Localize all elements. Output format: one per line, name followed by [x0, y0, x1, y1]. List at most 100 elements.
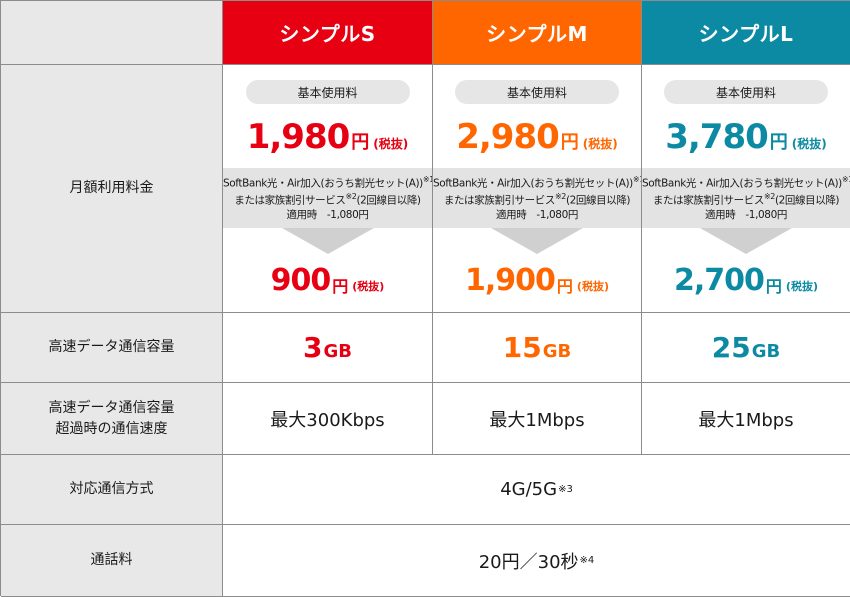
row-label-text: 高速データ通信容量 超過時の通信速度	[49, 398, 175, 439]
network-cell: 4G/5G ※3	[223, 455, 850, 525]
discount-text: SoftBank光・Air加入(おうち割光セット(A))	[433, 177, 633, 190]
base-price: 2,980 円 (税抜)	[433, 118, 641, 154]
price-yen: 円	[351, 132, 370, 154]
data-cell-l: 25 GB	[642, 313, 850, 383]
footnote-mark: ※1	[422, 175, 433, 184]
down-arrow-icon	[281, 228, 374, 254]
base-price: 1,980 円 (税抜)	[223, 118, 432, 154]
discount-line-1: SoftBank光・Air加入(おうち割光セット(A))※1	[433, 174, 641, 191]
price-value: 2,980	[456, 117, 560, 157]
row-label-call-fee: 通話料	[1, 525, 223, 597]
discount-price-value: 900	[270, 263, 332, 298]
price-tax: (税抜)	[791, 136, 827, 151]
plan-name: シンプルS	[279, 22, 376, 46]
discount-price: 2,700 円 (税抜)	[642, 262, 850, 296]
data-cell-m: 15 GB	[433, 313, 642, 383]
speed-value: 最大1Mbps	[489, 409, 585, 431]
footnote-mark: ※1	[841, 175, 850, 184]
down-arrow-icon	[491, 228, 583, 254]
discount-price-value: 1,900	[465, 263, 556, 298]
discount-line-2: または家族割引サービス※2(2回線目以降)	[223, 191, 432, 208]
row-label-text: 高速データ通信容量	[48, 339, 175, 356]
discount-price: 900 円 (税抜)	[223, 262, 432, 296]
row-label-over-limit: 高速データ通信容量 超過時の通信速度	[1, 383, 223, 455]
price-yen: 円	[332, 276, 349, 296]
data-capacity: 25 GB	[711, 330, 781, 364]
network-value: 4G/5G	[500, 479, 558, 500]
plan-header-s: シンプルS	[223, 1, 433, 65]
speed-cell-l: 最大1Mbps	[642, 383, 850, 455]
plan-name: シンプルL	[698, 22, 794, 46]
table-corner	[1, 1, 223, 65]
speed-value: 最大300Kbps	[270, 409, 385, 431]
discount-line-2: または家族割引サービス※2(2回線目以降)	[642, 191, 850, 208]
data-unit: GB	[323, 340, 352, 362]
base-fee-pill: 基本使用料	[245, 80, 410, 104]
row-label-text: 対応通信方式	[69, 481, 154, 498]
footnote-mark: ※4	[579, 555, 595, 566]
footnote-mark: ※1	[632, 175, 641, 184]
price-tax: (税抜)	[582, 136, 618, 151]
row-label-monthly-fee: 月額利用料金	[1, 65, 223, 313]
discount-price: 1,900 円 (税抜)	[433, 262, 641, 296]
base-fee-pill: 基本使用料	[664, 80, 828, 104]
discount-text: SoftBank光・Air加入(おうち割光セット(A))	[223, 177, 423, 190]
call-fee-value: 20円／30秒	[478, 551, 579, 573]
base-fee-pill: 基本使用料	[455, 80, 619, 104]
plan-header-m: シンプルM	[433, 1, 642, 65]
row-label-data: 高速データ通信容量	[1, 313, 223, 383]
discount-text: または家族割引サービス	[234, 194, 346, 207]
discount-text: または家族割引サービス	[652, 194, 765, 207]
discount-line-1: SoftBank光・Air加入(おうち割光セット(A))※1	[642, 174, 850, 191]
plan-header-l: シンプルL	[642, 1, 850, 65]
discount-line-2: または家族割引サービス※2(2回線目以降)	[433, 191, 641, 208]
row-label-text: 月額利用料金	[69, 180, 154, 197]
discount-text: SoftBank光・Air加入(おうち割光セット(A))	[642, 177, 842, 190]
price-tax: (税抜)	[576, 280, 609, 294]
data-capacity: 3 GB	[303, 330, 352, 364]
row-label-network: 対応通信方式	[1, 455, 223, 525]
price-yen: 円	[556, 276, 573, 296]
discount-line-3: 適用時 -1,080円	[705, 209, 787, 222]
data-capacity: 15 GB	[502, 330, 572, 364]
data-number: 3	[303, 330, 323, 364]
footnote-mark: ※3	[558, 484, 573, 495]
price-tax: (税抜)	[352, 280, 385, 294]
discount-box: SoftBank光・Air加入(おうち割光セット(A))※1 または家族割引サー…	[223, 168, 432, 228]
discount-text: (2回線目以降)	[356, 194, 421, 207]
data-unit: GB	[751, 340, 781, 362]
base-price: 3,780 円 (税抜)	[642, 118, 850, 154]
row-label-text: 通話料	[90, 552, 133, 569]
data-number: 15	[502, 330, 542, 364]
base-fee-label: 基本使用料	[715, 85, 776, 100]
data-number: 25	[711, 330, 751, 364]
discount-box: SoftBank光・Air加入(おうち割光セット(A))※1 または家族割引サー…	[642, 168, 850, 228]
footnote-mark: ※2	[763, 192, 775, 202]
discount-price-value: 2,700	[674, 263, 765, 298]
price-value: 1,980	[246, 117, 351, 157]
down-arrow-icon	[700, 228, 792, 254]
discount-text: または家族割引サービス	[443, 194, 556, 207]
price-value: 3,780	[665, 117, 769, 157]
discount-box: SoftBank光・Air加入(おうち割光セット(A))※1 または家族割引サー…	[433, 168, 641, 228]
speed-value: 最大1Mbps	[698, 409, 794, 431]
data-unit: GB	[542, 340, 572, 362]
price-tax: (税抜)	[785, 280, 818, 294]
label-line-2: 超過時の通信速度	[55, 420, 168, 437]
price-cell-l: 基本使用料 3,780 円 (税抜) SoftBank光・Air加入(おうち割光セッ…	[642, 65, 850, 313]
price-yen: 円	[560, 132, 579, 154]
speed-cell-s: 最大300Kbps	[223, 383, 433, 455]
plan-name: シンプルM	[486, 22, 588, 46]
price-tax: (税抜)	[373, 136, 409, 151]
speed-cell-m: 最大1Mbps	[433, 383, 642, 455]
price-cell-m: 基本使用料 2,980 円 (税抜) SoftBank光・Air加入(おうち割光セッ…	[433, 65, 642, 313]
price-cell-s: 基本使用料 1,980 円 (税抜) SoftBank光・Air加入(おうち割光セッ…	[223, 65, 433, 313]
discount-line-1: SoftBank光・Air加入(おうち割光セット(A))※1	[223, 174, 432, 191]
footnote-mark: ※2	[554, 192, 566, 202]
price-yen: 円	[765, 276, 782, 296]
call-fee-cell: 20円／30秒 ※4	[223, 525, 850, 597]
label-line-1: 高速データ通信容量	[48, 400, 175, 417]
footnote-mark: ※2	[345, 192, 357, 202]
price-yen: 円	[769, 132, 788, 154]
